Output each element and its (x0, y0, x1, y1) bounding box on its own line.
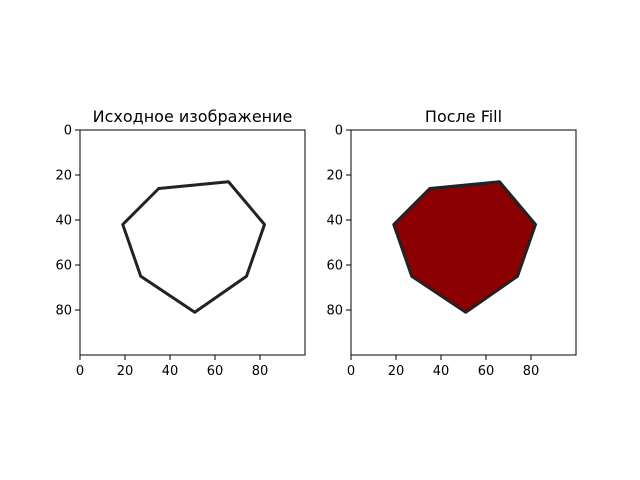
y-tick-label: 0 (64, 124, 72, 139)
y-tick-label: 20 (55, 169, 72, 184)
y-tick-label: 60 (326, 259, 343, 274)
x-tick-label: 20 (117, 364, 134, 379)
x-tick-label: 40 (162, 364, 179, 379)
y-tick-label: 40 (55, 214, 72, 229)
y-tick-label: 60 (55, 259, 72, 274)
x-tick-label: 80 (252, 364, 269, 379)
panel-after-fill: 0 20 40 60 80 0 20 40 60 80 После Fill (326, 107, 577, 379)
polygon-outline (121, 180, 266, 314)
x-tick-label: 20 (388, 364, 405, 379)
x-tick-label: 0 (347, 364, 355, 379)
y-tick-label: 20 (326, 169, 343, 184)
y-tick-label: 0 (335, 124, 343, 139)
x-tick-label: 80 (523, 364, 540, 379)
panel-title: После Fill (425, 107, 502, 126)
y-tick-label: 80 (326, 304, 343, 319)
panel-title: Исходное изображение (93, 107, 293, 126)
image-area (80, 130, 305, 355)
x-tick-label: 40 (433, 364, 450, 379)
axes-frame (350, 129, 577, 356)
x-tick-label: 60 (207, 364, 224, 379)
x-tick-label: 0 (76, 364, 84, 379)
y-tick-label: 40 (326, 214, 343, 229)
x-tick-label: 60 (478, 364, 495, 379)
axes-frame (79, 129, 306, 356)
y-tick-label: 80 (55, 304, 72, 319)
panel-original-image: 0 20 40 60 80 0 20 40 60 80 Исходное изображение (55, 107, 306, 379)
filled-polygon (392, 180, 537, 314)
